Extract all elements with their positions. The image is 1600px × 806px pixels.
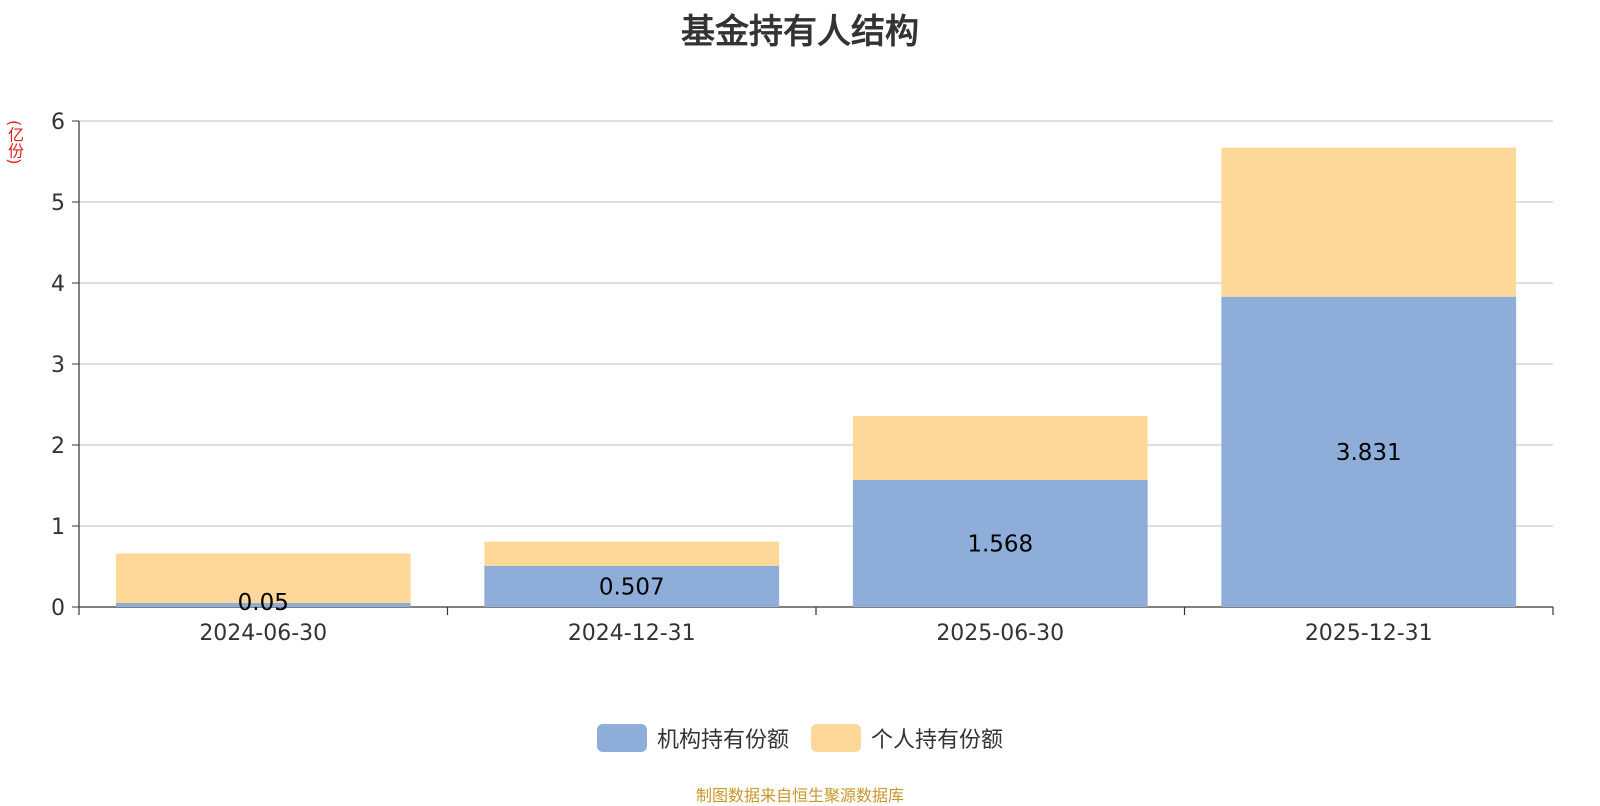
data-label-institutional: 0.05 <box>238 590 289 616</box>
legend-item-individual[interactable]: 个人持有份额 <box>811 722 1003 754</box>
y-tick-label: 2 <box>51 434 65 459</box>
legend-item-institutional[interactable]: 机构持有份额 <box>596 722 789 754</box>
legend-swatch-individual <box>811 724 861 752</box>
bar-institutional <box>1221 296 1517 607</box>
bar-individual <box>1221 147 1517 297</box>
chart-title: 基金持有人结构 <box>681 12 919 52</box>
legend: 机构持有份额 个人持有份额 <box>0 722 1600 754</box>
bar-institutional <box>484 565 780 607</box>
x-tick-label: 2024-12-31 <box>568 621 696 646</box>
legend-label-individual: 个人持有份额 <box>871 728 1004 753</box>
x-tick-label: 2025-06-30 <box>936 621 1064 646</box>
y-tick-label: 6 <box>51 110 65 135</box>
legend-swatch-institutional <box>596 724 647 752</box>
data-source-note: 制图数据来自恒生聚源数据库 <box>695 786 904 805</box>
y-tick-label: 0 <box>51 596 65 621</box>
bar-chart: 0 1 2 3 4 5 6 0.05 2024-06-30 0.507 2024-12-31 1.56… <box>51 110 1554 646</box>
y-tick-label: 4 <box>51 272 65 297</box>
bar-individual <box>484 541 780 566</box>
bar-institutional <box>115 602 411 607</box>
data-label-institutional: 1.568 <box>967 531 1033 557</box>
y-tick-label: 5 <box>51 191 65 216</box>
y-tick-label: 3 <box>51 353 65 378</box>
bar-individual <box>852 416 1148 480</box>
x-tick-label: 2025-12-31 <box>1305 621 1433 646</box>
y-tick-label: 1 <box>51 515 65 540</box>
y-axis-unit-label: (亿份) <box>5 120 24 165</box>
x-tick-label: 2024-06-30 <box>199 621 327 646</box>
legend-label-institutional: 机构持有份额 <box>656 728 789 753</box>
bar-institutional <box>852 479 1148 607</box>
bar-individual <box>115 553 411 603</box>
data-label-institutional: 3.831 <box>1336 440 1402 466</box>
data-label-institutional: 0.507 <box>599 574 665 600</box>
